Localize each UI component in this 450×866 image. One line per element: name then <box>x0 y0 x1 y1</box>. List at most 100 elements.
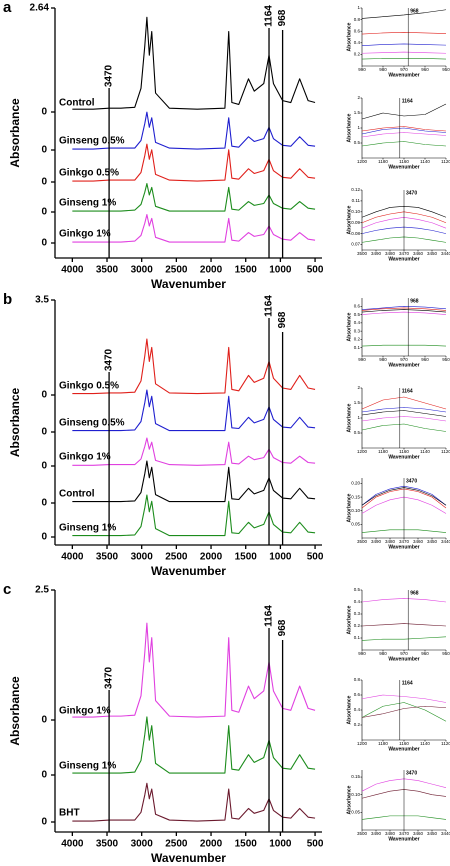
x-tick-label: 3480 <box>385 251 396 256</box>
x-tick-label: 1000 <box>269 265 292 276</box>
y-tick-label: 0.4 <box>354 599 361 604</box>
x-tick-label: 1140 <box>420 741 430 746</box>
annotation-label: 968 <box>410 298 419 304</box>
y-tick-label: 0.20 <box>351 481 360 486</box>
baseline-label: 0 <box>41 770 47 781</box>
panel-label: c <box>3 581 11 598</box>
x-axis-title: Wavenumber <box>151 851 226 865</box>
y-tick-label: 0.8 <box>354 677 361 682</box>
x-tick-label: 3450 <box>427 539 438 544</box>
spectrum-line <box>361 702 447 722</box>
x-axis-title: Wavenumber <box>151 277 226 291</box>
x-tick-label: 3500 <box>96 552 119 563</box>
y-axis-title: Absorbance <box>346 605 352 634</box>
x-tick-label: 3480 <box>385 539 396 544</box>
y-tick-label: 0.2 <box>354 722 361 727</box>
x-tick-label: 970 <box>400 651 408 656</box>
y-axis-title: Absorbance <box>8 98 22 168</box>
x-tick-label: 980 <box>379 651 387 656</box>
y-tick-label: 0.5 <box>354 430 361 435</box>
spectrum-line <box>361 32 447 35</box>
x-tick-label: 1120 <box>441 741 450 746</box>
spectrum-line <box>361 694 447 703</box>
annotation-label: 968 <box>277 619 288 636</box>
x-tick-label: 1180 <box>378 159 388 164</box>
x-tick-label: 3460 <box>413 251 424 256</box>
x-tick-label: 1180 <box>378 449 388 454</box>
y-tick-label: 3.5 <box>35 295 49 306</box>
annotation-label: 3470 <box>104 64 115 87</box>
annotation-label: 1164 <box>264 5 275 27</box>
annotation-label: 3470 <box>406 190 417 196</box>
x-tick-label: 3440 <box>441 831 450 836</box>
baseline-label: 0 <box>41 390 47 401</box>
annotation-label: 968 <box>410 590 419 596</box>
x-tick-label: 3460 <box>413 539 424 544</box>
x-axis-title: Wavenumber <box>388 362 419 368</box>
spectrum-line <box>72 622 316 718</box>
x-tick-label: 950 <box>442 67 450 72</box>
spectrum-line <box>361 311 447 315</box>
x-tick-label: 990 <box>358 67 366 72</box>
y-tick-label: 0.10 <box>351 792 360 797</box>
spectrum-line <box>72 460 316 503</box>
spectrum-line <box>361 416 447 422</box>
x-tick-label: 500 <box>307 265 324 276</box>
x-axis-title: Wavenumber <box>388 746 419 752</box>
x-axis-title: Wavenumber <box>388 256 419 262</box>
y-tick-label: 1.5 <box>354 400 361 405</box>
x-tick-label: 500 <box>307 552 324 563</box>
spectrum-line <box>361 598 447 603</box>
spectrum-line <box>72 111 316 150</box>
x-axis-title: Wavenumber <box>388 836 419 842</box>
spectrum-line <box>72 338 316 395</box>
spectrum-line <box>361 305 447 310</box>
x-axis-title: Wavenumber <box>151 564 226 578</box>
y-tick-label: 0.2 <box>354 337 361 342</box>
x-tick-label: 2500 <box>165 839 188 850</box>
x-axis-title: Wavenumber <box>388 164 419 170</box>
x-tick-label: 3460 <box>413 831 424 836</box>
panel-label: a <box>3 0 12 16</box>
y-axis-title: Absorbance <box>346 113 352 142</box>
y-tick-label: 0.6 <box>354 692 361 697</box>
y-tick-label: 1 <box>357 5 360 10</box>
x-tick-label: 2000 <box>200 552 223 563</box>
x-tick-label: 2000 <box>200 265 223 276</box>
y-tick-label: 0.11 <box>352 198 361 203</box>
y-axis-title: Absorbance <box>8 388 22 458</box>
annotation-label: 968 <box>277 9 288 26</box>
y-tick-label: 0.4 <box>354 707 361 712</box>
x-tick-label: 3490 <box>371 539 382 544</box>
baseline-label: 0 <box>41 238 47 249</box>
baseline-label: 0 <box>41 715 47 726</box>
x-tick-label: 1120 <box>441 449 450 454</box>
spectrum-line <box>72 16 316 110</box>
y-tick-label: 0.10 <box>351 508 360 513</box>
y-tick-label: 2.64 <box>30 3 50 14</box>
x-tick-label: 1120 <box>441 159 450 164</box>
y-tick-label: 0.12 <box>351 187 360 192</box>
y-axis-title: Absorbance <box>8 676 22 746</box>
spectrum-line <box>361 636 447 641</box>
y-tick-label: 0.2 <box>354 623 361 628</box>
y-axis-title: Absorbance <box>346 403 352 432</box>
x-tick-label: 3000 <box>131 839 154 850</box>
series-label: Ginkgo 0.5% <box>59 381 119 392</box>
y-tick-label: 0.15 <box>351 494 360 499</box>
y-axis-title: Absorbance <box>346 22 352 51</box>
y-axis-title: Absorbance <box>346 312 352 341</box>
spectrum-line <box>361 126 447 132</box>
x-tick-label: 1500 <box>235 552 258 563</box>
y-tick-label: 1 <box>357 125 360 130</box>
x-tick-label: 1200 <box>357 159 368 164</box>
spectrum-line <box>361 132 447 138</box>
spectrum-line <box>72 214 316 243</box>
spectrum-line <box>361 58 447 60</box>
y-tick-label: 0.1 <box>354 345 361 350</box>
x-tick-label: 960 <box>421 357 429 362</box>
x-tick-label: 1000 <box>269 839 292 850</box>
x-tick-label: 3500 <box>357 539 368 544</box>
y-tick-label: 0.3 <box>354 328 361 333</box>
